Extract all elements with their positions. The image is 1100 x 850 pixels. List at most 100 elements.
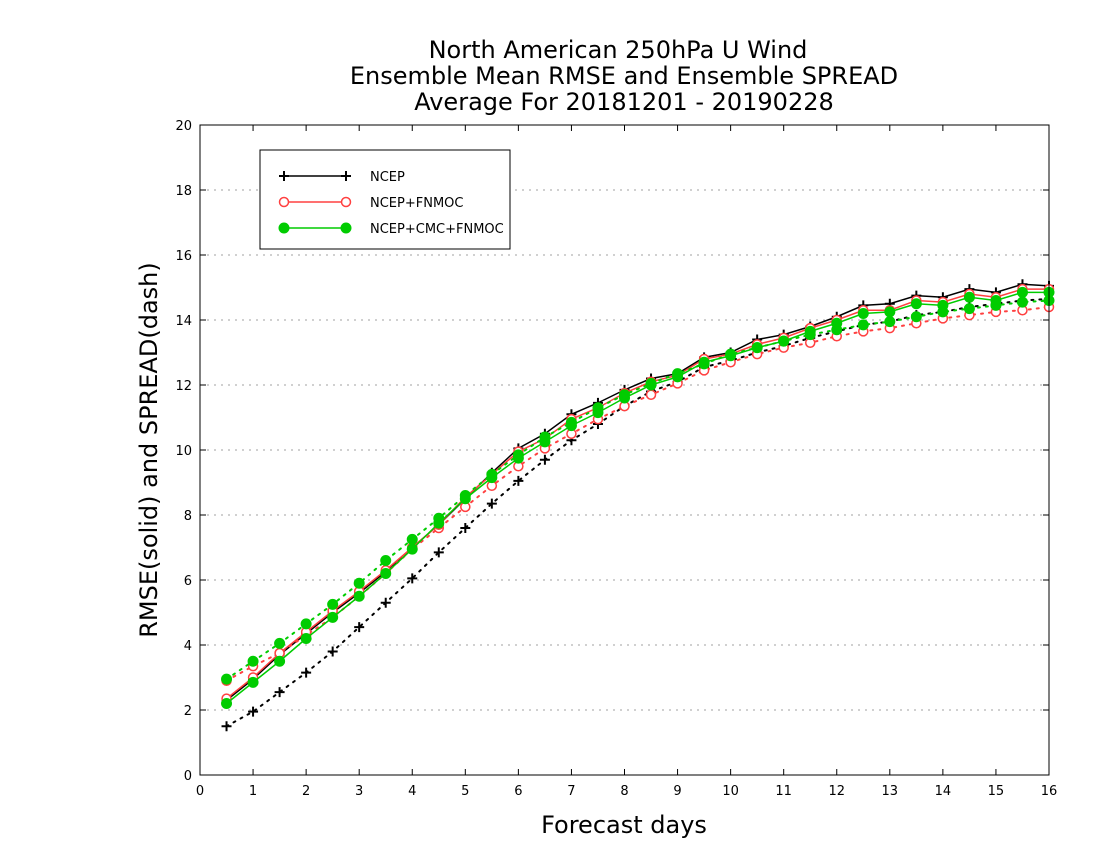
- series-2-rmse-dot-marker: [433, 517, 445, 529]
- y-tick-label: 12: [175, 379, 192, 394]
- x-tick-label: 9: [673, 784, 681, 799]
- series-1-spread-circle-marker: [645, 389, 657, 400]
- y-tick-label: 18: [175, 184, 192, 199]
- series-2-rmse-dot-marker: [937, 299, 949, 311]
- x-tick-label: 16: [1041, 784, 1058, 799]
- x-tick-label: 15: [988, 784, 1005, 799]
- x-tick-label: 6: [514, 784, 522, 799]
- series-2-rmse-dot-marker: [619, 392, 630, 404]
- series-2-rmse-dot-marker: [963, 291, 975, 303]
- series-0-spread-plus-marker: [513, 475, 524, 486]
- series-0: [221, 279, 1054, 732]
- series-2-rmse-dot-marker: [857, 308, 869, 319]
- series-2-spread-dot-marker: [380, 555, 392, 566]
- series-0-spread-plus-marker: [460, 523, 471, 533]
- x-tick-label: 14: [935, 784, 952, 799]
- series-2-spread-dot-marker: [274, 637, 286, 649]
- series-2-spread-dot-marker: [1016, 296, 1028, 308]
- legend-label: NCEP+FNMOC: [370, 196, 463, 211]
- series-2-rmse-line: [226, 291, 1049, 705]
- series-2-rmse-dot-marker: [884, 306, 896, 318]
- series-1-rmse-line: [226, 288, 1049, 700]
- series-2-rmse-dot-marker: [645, 379, 657, 391]
- y-tick-label: 4: [184, 639, 192, 654]
- x-tick-label: 10: [722, 784, 739, 799]
- legend-plus-marker: [341, 171, 351, 181]
- x-tick-label: 1: [249, 784, 257, 799]
- legend-circle-marker: [340, 196, 352, 208]
- y-tick-label: 6: [184, 574, 192, 589]
- legend-item: NCEP: [279, 170, 405, 185]
- series-2-spread-dot-marker: [963, 303, 975, 315]
- series-0-spread-plus-marker: [539, 454, 550, 465]
- series-2-spread-dot-marker: [406, 533, 418, 545]
- x-tick-label: 13: [882, 784, 899, 799]
- legend-dot-marker: [340, 222, 352, 234]
- series-0-spread-plus-marker: [433, 547, 444, 558]
- series-0-spread-plus-marker: [248, 706, 259, 717]
- series-2-spread-dot-marker: [857, 319, 869, 331]
- x-tick-label: 8: [620, 784, 628, 799]
- x-tick-label: 4: [408, 784, 416, 799]
- legend-item: NCEP+FNMOC: [278, 196, 463, 211]
- series-layer: [221, 279, 1055, 732]
- series-2-spread-dot-marker: [247, 655, 259, 667]
- series-2-rmse-dot-marker: [698, 356, 710, 368]
- series-2-rmse-dot-marker: [910, 298, 922, 310]
- legend-item: NCEP+CMC+FNMOC: [278, 222, 504, 237]
- series-2-rmse-dot-marker: [380, 568, 392, 579]
- chart-title: North American 250hPa U Wind Ensemble Me…: [350, 36, 898, 116]
- series-0-spread-plus-marker: [407, 573, 418, 584]
- series-2-rmse-dot-marker: [592, 407, 604, 419]
- x-tick-label: 3: [355, 784, 363, 799]
- y-tick-label: 20: [175, 119, 192, 134]
- y-tick-label: 10: [175, 444, 192, 459]
- legend-box: [259, 149, 511, 250]
- series-2-rmse-dot-marker: [353, 590, 365, 602]
- series-2-rmse-dot-marker: [725, 350, 737, 362]
- chart-title-line-3: Average For 20181201 - 20190228: [414, 88, 834, 116]
- series-1-spread-line: [225, 306, 1050, 682]
- series-2-rmse-dot-marker: [539, 436, 551, 448]
- series-0-spread-plus-marker: [301, 667, 312, 678]
- x-tick-label: 2: [302, 784, 310, 799]
- series-2-rmse-dot-marker: [247, 676, 259, 688]
- series-0-spread-plus-marker: [221, 721, 232, 732]
- y-tick-label: 2: [184, 704, 192, 719]
- series-0-spread-plus-marker: [327, 646, 338, 657]
- series-0-spread-plus-marker: [354, 622, 365, 633]
- series-0-spread-plus-marker: [274, 687, 285, 698]
- chart-title-line-1: North American 250hPa U Wind: [429, 36, 808, 64]
- y-tick-label: 0: [184, 769, 192, 784]
- y-axis-label: RMSE(solid) and SPREAD(dash): [135, 262, 163, 638]
- legend-label: NCEP+CMC+FNMOC: [370, 222, 504, 237]
- series-0-spread-plus-marker: [486, 498, 497, 509]
- series-0-rmse-line: [226, 283, 1050, 701]
- series-2-spread-dot-marker: [884, 316, 896, 328]
- y-tick-label: 16: [175, 249, 192, 264]
- x-tick-label: 11: [775, 784, 792, 799]
- legend-plus-marker: [279, 171, 289, 181]
- series-2-rmse-dot-marker: [274, 655, 286, 667]
- x-tick-label: 12: [828, 784, 845, 799]
- series-0-spread-line: [225, 297, 1050, 728]
- y-tick-label: 14: [175, 314, 192, 329]
- series-2-rmse-dot-marker: [512, 452, 524, 464]
- series-2-spread-dot-marker: [327, 598, 339, 610]
- y-tick-label: 8: [184, 509, 192, 524]
- legend-label: NCEP: [370, 170, 405, 185]
- chart-title-line-2: Ensemble Mean RMSE and Ensemble SPREAD: [350, 62, 898, 90]
- series-2-rmse-dot-marker: [300, 633, 312, 644]
- series-2-rmse-dot-marker: [327, 611, 339, 623]
- series-2-rmse-dot-marker: [459, 493, 471, 505]
- legend-circle-marker: [278, 196, 290, 208]
- series-2-rmse-dot-marker: [672, 371, 684, 383]
- series-2-rmse-dot-marker: [406, 543, 418, 555]
- x-axis-label: Forecast days: [541, 811, 707, 839]
- series-2-rmse-dot-marker: [831, 317, 843, 329]
- series-2: [221, 286, 1055, 709]
- x-tick-label: 0: [196, 784, 204, 799]
- series-2-rmse-dot-marker: [221, 698, 233, 709]
